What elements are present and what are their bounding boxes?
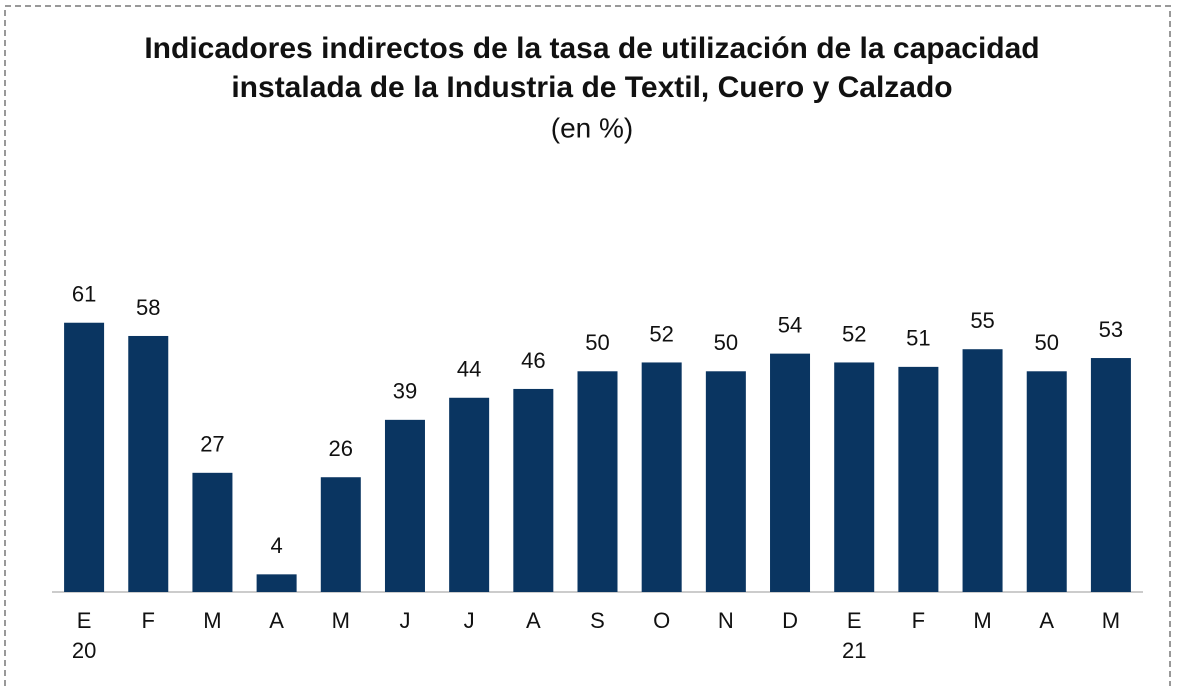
- chart-subtitle: (en %): [551, 112, 633, 143]
- bar: [1026, 371, 1067, 592]
- x-tick-label: S: [590, 608, 605, 633]
- bar: [192, 472, 233, 592]
- bar: [384, 419, 425, 592]
- bar: [320, 477, 361, 592]
- data-label: 61: [72, 282, 96, 307]
- bar: [256, 574, 297, 592]
- bar: [128, 335, 169, 592]
- data-label: 55: [970, 308, 994, 333]
- bar: [641, 362, 682, 592]
- data-label: 50: [1034, 330, 1058, 355]
- data-label: 51: [906, 326, 930, 351]
- bar: [705, 371, 746, 592]
- data-label: 50: [714, 330, 738, 355]
- x-tick-label: J: [464, 608, 475, 633]
- x-tick-label: O: [653, 608, 670, 633]
- x-tick-label: D: [782, 608, 798, 633]
- data-label: 39: [393, 379, 417, 404]
- x-tick-label: E: [847, 608, 862, 633]
- data-label: 52: [842, 321, 866, 346]
- x-tick-label: M: [203, 608, 221, 633]
- data-label: 46: [521, 348, 545, 373]
- x-tick-label: A: [1039, 608, 1054, 633]
- x-tick-label: J: [399, 608, 410, 633]
- x-year-label: 21: [842, 638, 866, 663]
- bar: [577, 371, 618, 592]
- bar: [513, 388, 554, 592]
- x-tick-label: A: [269, 608, 284, 633]
- chart-title: Indicadores indirectos de la tasa de uti…: [144, 32, 1039, 65]
- bar: [962, 349, 1003, 592]
- data-label: 26: [329, 436, 353, 461]
- bar: [64, 322, 105, 592]
- x-tick-label: E: [77, 608, 92, 633]
- x-tick-label: A: [526, 608, 541, 633]
- bar: [898, 366, 939, 592]
- bar: [449, 397, 490, 592]
- data-label: 50: [585, 330, 609, 355]
- x-tick-label: M: [332, 608, 350, 633]
- data-label: 52: [649, 321, 673, 346]
- x-tick-label: M: [973, 608, 991, 633]
- chart-title: instalada de la Industria de Textil, Cue…: [231, 71, 952, 104]
- bar: [1090, 358, 1131, 592]
- data-label: 4: [270, 533, 282, 558]
- data-label: 54: [778, 312, 802, 337]
- frame: [4, 5, 1171, 691]
- x-tick-label: F: [142, 608, 155, 633]
- data-label: 44: [457, 357, 481, 382]
- data-label: 58: [136, 295, 160, 320]
- data-label: 27: [200, 432, 224, 457]
- bar: [834, 362, 875, 592]
- x-year-label: 20: [72, 638, 96, 663]
- x-tick-label: F: [912, 608, 925, 633]
- bar: [770, 353, 811, 592]
- data-label: 53: [1099, 317, 1123, 342]
- x-tick-label: M: [1102, 608, 1120, 633]
- x-tick-label: N: [718, 608, 734, 633]
